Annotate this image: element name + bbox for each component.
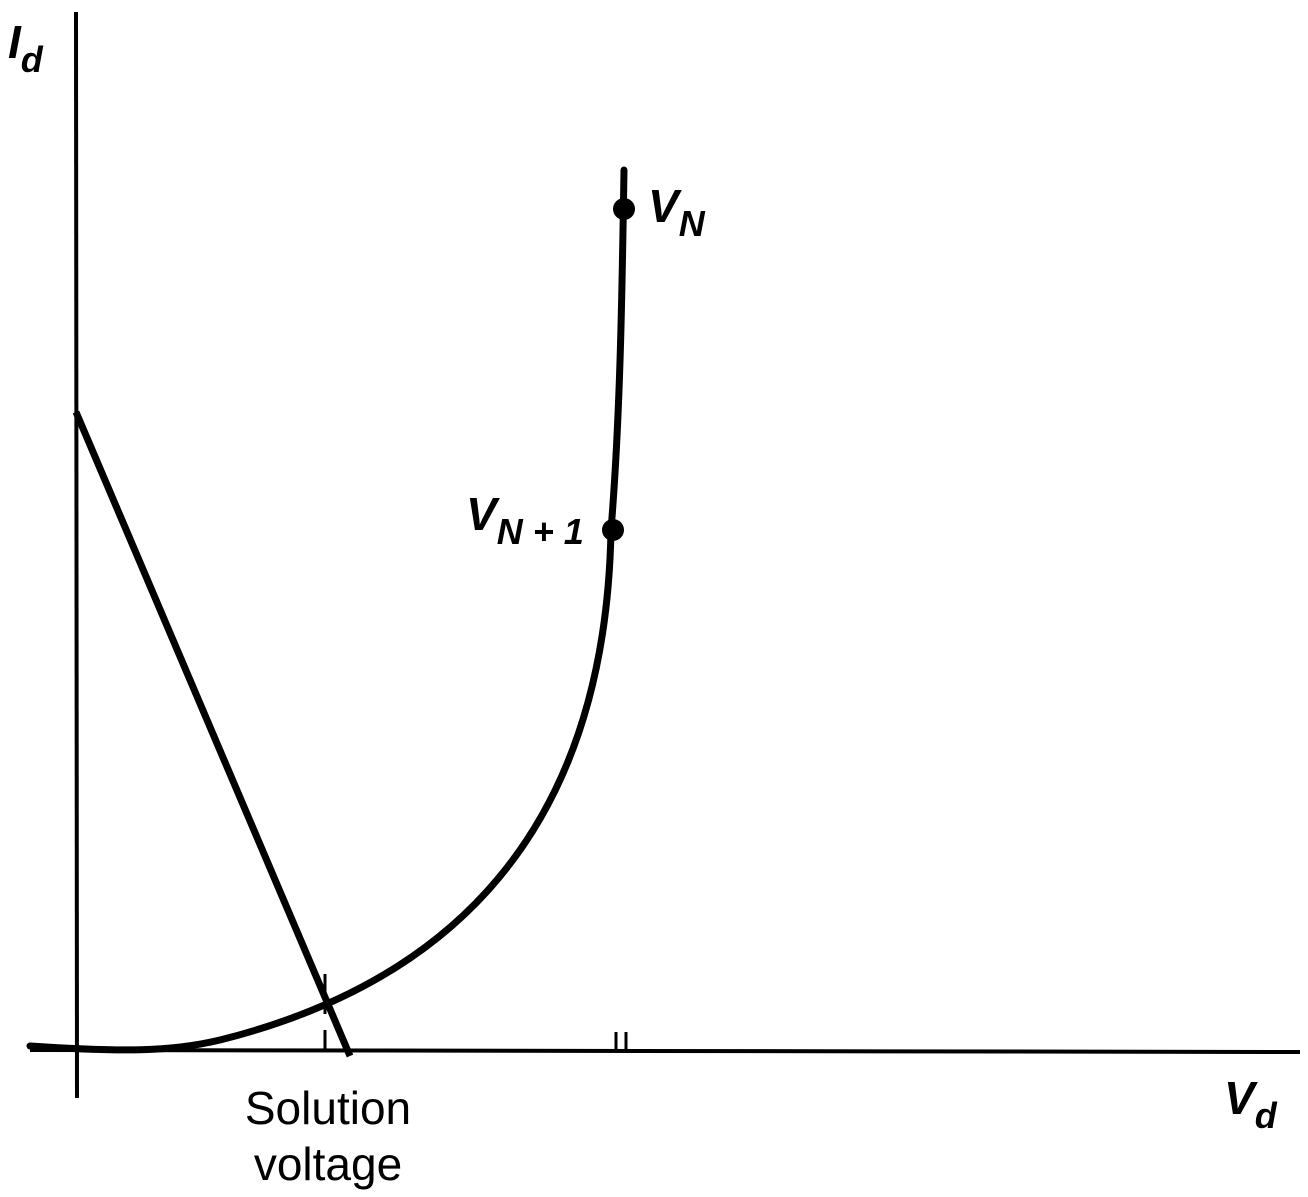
- load-line: [72, 410, 354, 1058]
- point-vn: [613, 198, 635, 220]
- vn1-label: VN + 1: [466, 488, 584, 552]
- vn-label-main: V: [648, 180, 682, 232]
- y-axis-label-sub: d: [21, 39, 44, 80]
- x-axis: [29, 1048, 1301, 1054]
- vn1-label-main: V: [466, 488, 500, 540]
- solution-label-line2: voltage: [254, 1138, 402, 1190]
- x-axis-label: Vd: [1224, 1072, 1278, 1136]
- diode-curve: [26, 166, 628, 1054]
- y-axis-label-main: I: [8, 16, 22, 68]
- vn1-label-sub: N + 1: [497, 511, 584, 552]
- vn-label: VN: [648, 180, 706, 244]
- vn-label-sub: N: [679, 203, 706, 244]
- y-axis-label: Id: [8, 16, 44, 80]
- x-axis-label-sub: d: [1255, 1095, 1278, 1136]
- point-vn-plus-1: [602, 519, 624, 541]
- x-axis-label-main: V: [1224, 1072, 1258, 1124]
- solution-label-line1: Solution: [245, 1082, 411, 1134]
- y-axis: [74, 11, 79, 1099]
